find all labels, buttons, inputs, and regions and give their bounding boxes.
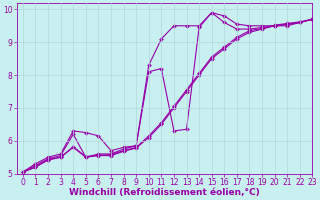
X-axis label: Windchill (Refroidissement éolien,°C): Windchill (Refroidissement éolien,°C) bbox=[69, 188, 260, 197]
